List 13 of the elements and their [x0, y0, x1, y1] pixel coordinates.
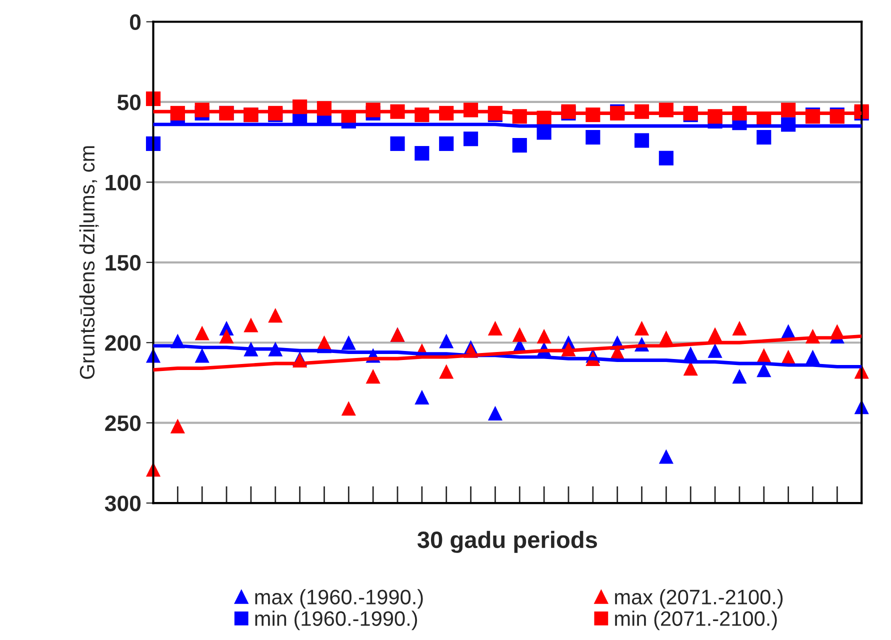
- legend-label: min (2071.-2100.): [615, 610, 777, 630]
- y-tick-label: 200: [105, 335, 141, 351]
- y-tick-label: 150: [106, 254, 141, 271]
- y-tick-label: 300: [104, 496, 141, 512]
- y-tick-label: 100: [106, 174, 141, 190]
- y-tick-label: 50: [117, 94, 141, 110]
- legend-label: max (1960.-1990.): [255, 589, 423, 609]
- legend-label: min (1960.-1990.): [255, 610, 418, 630]
- y-tick-label: 250: [105, 415, 141, 432]
- x-axis-title: 30 gadu periods: [417, 530, 597, 553]
- legend-label: max (2071.-2100.): [615, 589, 783, 609]
- y-axis-title: Gruntsūdens dziļums, cm: [79, 146, 99, 379]
- y-tick-label: 0: [130, 14, 141, 30]
